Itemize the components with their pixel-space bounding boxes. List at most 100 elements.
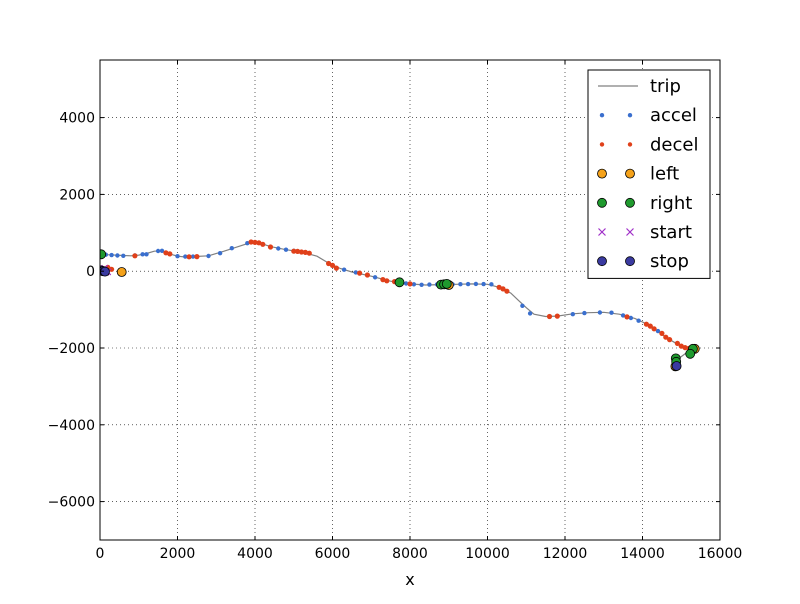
- decel-point: [500, 286, 506, 292]
- accel-point: [655, 328, 661, 334]
- decel-point: [295, 248, 301, 254]
- x-tick-label: 0: [96, 546, 105, 562]
- legend-swatch: [597, 256, 607, 267]
- decel-point: [256, 240, 262, 246]
- decel-point: [329, 262, 336, 268]
- accel-point: [341, 267, 347, 272]
- legend-swatch: [625, 197, 635, 208]
- decel-point: [663, 334, 669, 340]
- decel-point: [364, 272, 370, 278]
- accel-point: [159, 248, 165, 253]
- decel-point: [647, 323, 653, 329]
- decel-point: [667, 337, 673, 343]
- accel-point: [527, 311, 533, 316]
- x-tick-label: 6000: [315, 546, 351, 562]
- decel-point: [186, 254, 192, 260]
- x-tick-label: 4000: [237, 546, 273, 562]
- decel-point: [624, 314, 630, 320]
- accel-point: [570, 312, 575, 317]
- decel-point: [682, 345, 688, 351]
- decel-point: [167, 251, 173, 257]
- y-tick-label: −4000: [48, 418, 95, 434]
- series-layer: [100, 239, 700, 372]
- accel-point: [427, 282, 432, 287]
- decel-point: [357, 270, 363, 276]
- decel-point: [380, 277, 386, 283]
- y-tick-label: −6000: [48, 495, 95, 511]
- series-decel: [105, 239, 692, 351]
- decel-point: [659, 330, 665, 336]
- decel-point: [643, 321, 650, 327]
- decel-point: [194, 254, 200, 260]
- right-point: [685, 348, 696, 359]
- legend-entry-start: start: [598, 222, 692, 243]
- right-point: [100, 249, 107, 260]
- decel-point: [674, 340, 681, 346]
- accel-point: [609, 310, 614, 315]
- accel-point: [353, 270, 358, 275]
- decel-point: [384, 278, 390, 284]
- decel-point: [291, 248, 297, 254]
- decel-point: [496, 284, 502, 290]
- y-tick-label: 2000: [59, 187, 95, 203]
- y-tick-label: 4000: [59, 111, 95, 127]
- accel-point: [411, 282, 417, 287]
- y-tick-label: −2000: [48, 341, 95, 357]
- accel-point: [489, 282, 494, 287]
- legend-swatch: [597, 197, 607, 208]
- accel-point: [140, 252, 145, 257]
- decel-point: [554, 313, 560, 319]
- x-tick-label: 12000: [543, 546, 588, 562]
- x-tick-label: 16000: [698, 546, 743, 562]
- decel-point: [333, 265, 339, 271]
- accel-point: [245, 241, 250, 246]
- legend-swatch: [627, 142, 633, 147]
- accel-point: [458, 282, 463, 287]
- accel-point: [520, 303, 525, 308]
- decel-point: [298, 249, 305, 255]
- accel-point: [276, 246, 281, 251]
- accel-point: [473, 281, 479, 287]
- decel-point: [252, 239, 258, 245]
- decel-point: [260, 241, 266, 247]
- decel-point: [267, 244, 274, 250]
- accel-point: [620, 313, 626, 318]
- accel-point: [597, 310, 603, 315]
- y-tick-label: 0: [86, 264, 95, 280]
- legend-swatch: [599, 113, 605, 118]
- legend-entry-accel: accel: [599, 105, 697, 126]
- legend-label: left: [650, 164, 679, 185]
- legend-entry-left: left: [597, 164, 679, 185]
- x-tick-label: 10000: [465, 546, 510, 562]
- decel-point: [407, 281, 413, 287]
- legend-box: [587, 69, 711, 279]
- right-point: [394, 277, 405, 288]
- plot-area: [100, 239, 700, 372]
- legend-entry-trip: trip: [598, 76, 681, 97]
- accel-point: [175, 254, 180, 259]
- right-point: [441, 278, 452, 289]
- legend-label: decel: [650, 134, 698, 155]
- ticks: [99, 60, 721, 540]
- accel-point: [229, 246, 234, 251]
- decel-point: [306, 250, 312, 256]
- decel-point: [326, 260, 332, 267]
- decel-point: [546, 313, 553, 320]
- decel-point: [504, 288, 510, 294]
- accel-point: [217, 251, 223, 256]
- legend-entry-stop: stop: [597, 251, 689, 272]
- decel-point: [163, 250, 169, 256]
- stop-point: [671, 361, 682, 371]
- decel-point: [248, 239, 254, 245]
- accel-point: [183, 254, 188, 259]
- x-tick-label: 14000: [620, 546, 665, 562]
- legend-swatch: [625, 168, 635, 179]
- accel-point: [190, 254, 196, 259]
- accel-point: [636, 318, 641, 323]
- legend: trip accel decel left right start stop: [587, 69, 711, 279]
- decel-point: [302, 249, 308, 255]
- accel-point: [372, 275, 378, 280]
- series-right: [100, 249, 698, 367]
